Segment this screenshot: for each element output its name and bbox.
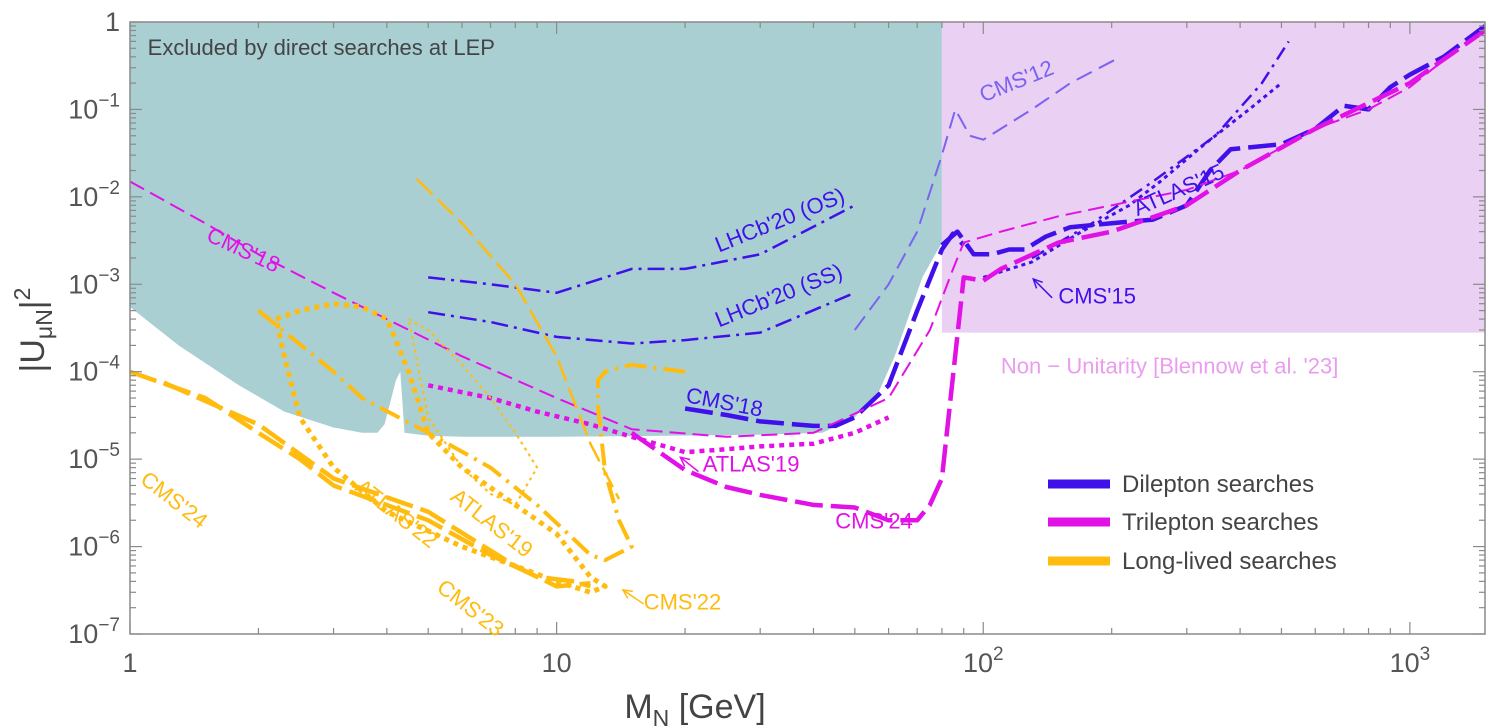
series-cms24-trilepton (630, 28, 1485, 523)
label-cms24: CMS'24 (835, 509, 913, 534)
x-tick-label: 102 (963, 644, 1004, 678)
region-excluded-by-direct-searches-at-lep (130, 22, 942, 437)
y-tick-label: 10−3 (68, 265, 120, 299)
series-atlas15 (982, 81, 1283, 279)
series-atlas15-dash-dot (1031, 40, 1290, 260)
y-tick-label: 10−7 (68, 615, 120, 649)
series-layer (130, 24, 1485, 595)
x-tick-label: 10 (542, 648, 572, 678)
annotation-arrow-head (1032, 277, 1043, 289)
series-lhcb20-os (428, 204, 856, 295)
annotation-arrow (622, 589, 645, 605)
y-tick-label: 10−4 (68, 353, 120, 387)
legend-label-dilepton: Dilepton searches (1122, 471, 1314, 498)
label-cms24: CMS'24 (136, 466, 213, 533)
legend: Dilepton searches Trilepton searches Lon… (1048, 471, 1337, 575)
series-lhcb20-ss (428, 291, 856, 345)
label-cms15: CMS'15 (1058, 284, 1136, 309)
series-cms24-long-lived (130, 369, 592, 589)
legend-label-longlived: Long-lived searches (1122, 548, 1337, 575)
ticks-layer: 1 10 102 103 1 10−1 10−2 10−3 10−4 10−5 10−6 10−7 (68, 7, 1485, 678)
series-cms12 (853, 55, 1122, 331)
label-excluded-by-direct-searches-at-lep: Excluded by direct searches at LEP (148, 35, 495, 60)
label-cms22: CMS'22 (644, 590, 722, 615)
annotation-arrow (679, 456, 699, 473)
series-cms22 (257, 309, 686, 563)
label-atlas19: ATLAS'19 (703, 452, 800, 477)
y-tick-label: 10−6 (68, 528, 120, 562)
y-tick-label: 1 (105, 7, 120, 37)
y-tick-label: 10−2 (68, 178, 120, 212)
series-cms23 (162, 380, 591, 589)
annotation-arrow-head (621, 588, 633, 599)
region-non-unitarity (941, 22, 1485, 333)
y-axis-title: |UμN|2 (9, 288, 57, 373)
series-atlas19-long-lived (407, 318, 539, 506)
x-tick-label: 103 (1390, 644, 1431, 678)
y-tick-label: 10−1 (68, 90, 120, 124)
legend-label-trilepton: Trilepton searches (1122, 509, 1319, 536)
series-cms22-steep (415, 178, 621, 500)
x-tick-label: 1 (122, 648, 137, 678)
label-non-unitarity-blennow-et-al-23: Non − Unitarity [Blennow et al. '23] (1001, 354, 1338, 379)
annotation-arrow-head (679, 456, 691, 467)
x-axis-title: MN [GeV] (624, 688, 765, 727)
regions-layer (130, 22, 1485, 437)
plot-frame (129, 21, 1486, 635)
annotation-arrow (1032, 278, 1053, 299)
label-cms23: CMS'23 (432, 574, 509, 641)
series-atlas22 (273, 301, 608, 595)
y-tick-label: 10−5 (68, 440, 120, 474)
